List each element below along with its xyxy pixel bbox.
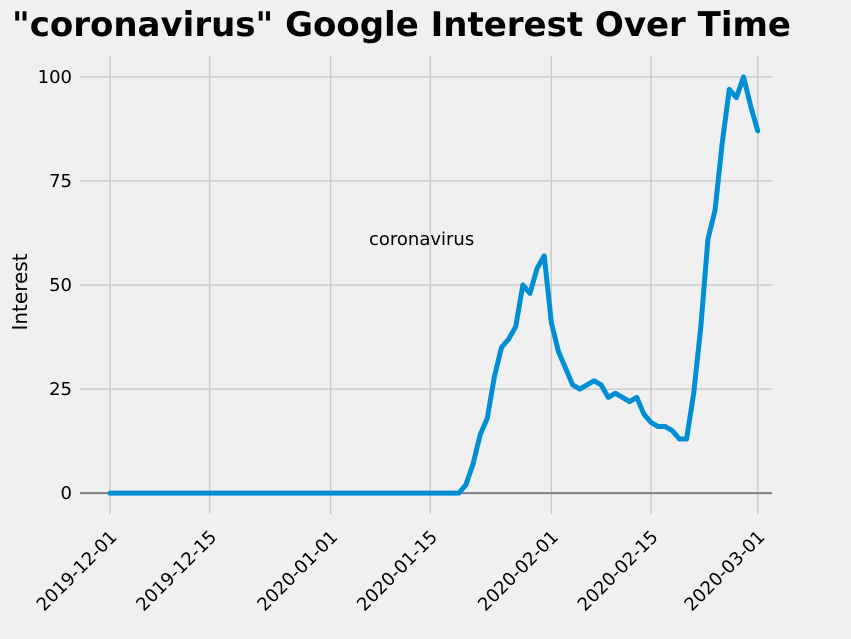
- y-tick-label: 100: [38, 67, 72, 88]
- y-tick-label: 50: [49, 275, 72, 296]
- y-tick-label: 75: [49, 171, 72, 192]
- series-line: [107, 74, 761, 496]
- grid: [80, 56, 772, 514]
- chart-title: "coronavirus" Google Interest Over Time: [12, 5, 791, 45]
- y-tick-label: 25: [49, 379, 72, 400]
- y-axis-ticks: 0 25 50 75 100: [38, 67, 72, 504]
- series-layer: [107, 74, 761, 496]
- y-tick-label: 0: [61, 483, 72, 504]
- y-axis-label: Interest: [8, 253, 32, 330]
- series-annotation: coronavirus: [369, 229, 474, 250]
